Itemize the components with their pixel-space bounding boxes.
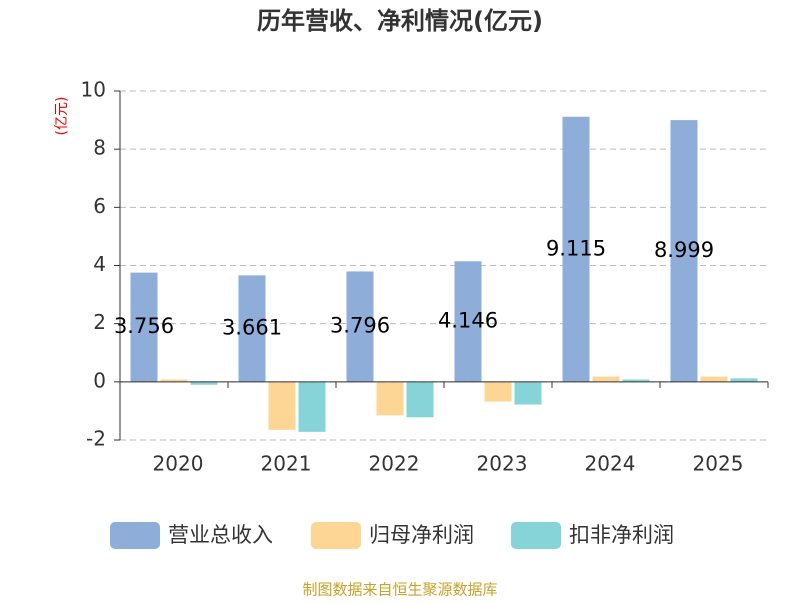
data-label: 3.661	[222, 316, 282, 340]
x-tick-label: 2023	[477, 452, 528, 476]
y-tick-label: 2	[93, 310, 106, 334]
legend-swatch	[110, 522, 160, 549]
legend-label: 归母净利润	[369, 523, 474, 547]
bar	[298, 381, 326, 432]
y-tick-label: 4	[93, 252, 106, 276]
bar	[562, 116, 590, 382]
bar	[730, 378, 758, 382]
bar	[454, 261, 482, 382]
data-label: 8.999	[654, 238, 714, 262]
bar	[622, 379, 650, 382]
bar	[346, 271, 374, 382]
y-tick-label: 0	[93, 368, 106, 392]
bar	[700, 376, 728, 382]
bar	[670, 120, 698, 382]
data-label: 3.756	[114, 314, 174, 338]
source-note: 制图数据来自恒生聚源数据库	[302, 581, 497, 599]
y-tick-label: -2	[86, 427, 106, 451]
bar	[514, 381, 542, 405]
x-tick-label: 2020	[153, 452, 204, 476]
legend-swatch	[511, 522, 561, 549]
chart-title: 历年营收、净利情况(亿元)	[257, 7, 543, 35]
x-tick-label: 2022	[369, 452, 420, 476]
bar	[268, 381, 296, 430]
bar	[238, 275, 266, 382]
legend-swatch	[311, 522, 361, 549]
data-label: 4.146	[438, 309, 498, 333]
data-label: 3.796	[330, 314, 390, 338]
bar	[376, 381, 404, 416]
legend-label: 扣非净利润	[569, 523, 674, 547]
bar	[484, 381, 512, 402]
x-tick-label: 2024	[585, 452, 636, 476]
bar	[160, 379, 188, 382]
x-tick-label: 2021	[261, 452, 312, 476]
y-tick-label: 8	[93, 136, 106, 160]
y-tick-label: 10	[81, 78, 106, 102]
bar	[406, 381, 434, 418]
x-tick-label: 2025	[693, 452, 744, 476]
bar	[130, 272, 158, 382]
data-label: 9.115	[546, 236, 606, 260]
legend-label: 营业总收入	[168, 523, 273, 547]
bar	[592, 376, 620, 382]
bar	[190, 381, 218, 385]
y-axis-label: (亿元)	[54, 97, 70, 136]
y-tick-label: 6	[93, 194, 106, 218]
